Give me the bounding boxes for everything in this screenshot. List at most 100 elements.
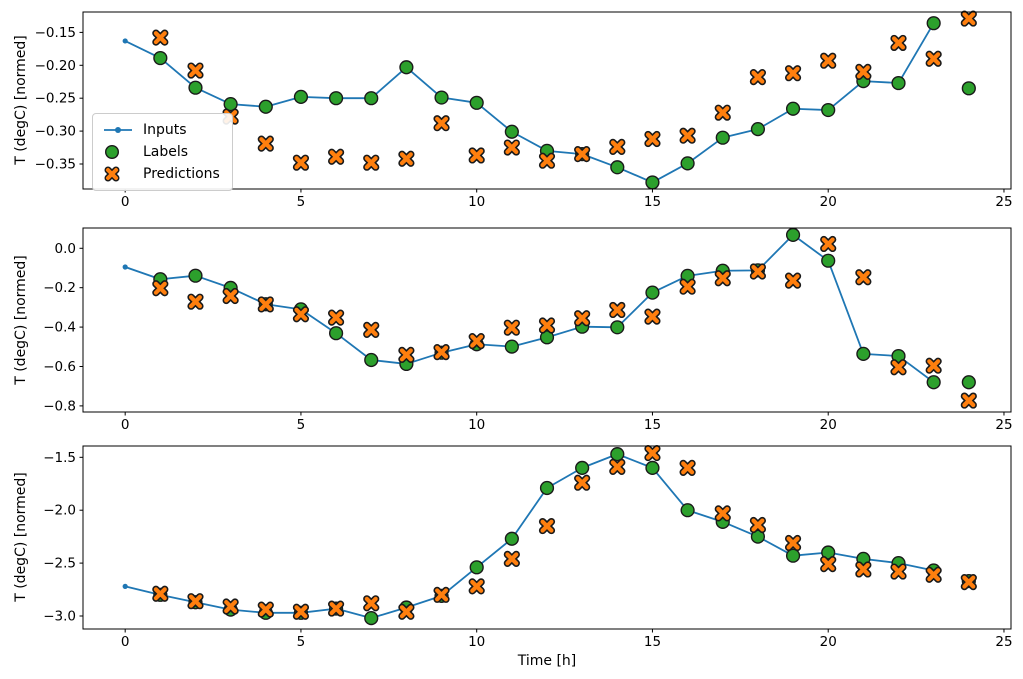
x-tick-label: 5 — [297, 417, 306, 433]
prediction-point — [153, 281, 167, 295]
y-tick-label: −0.35 — [35, 156, 76, 172]
prediction-point — [505, 141, 519, 155]
x-tick-label: 10 — [468, 194, 485, 210]
prediction-point — [470, 148, 484, 162]
input-point — [122, 264, 128, 270]
label-point — [328, 326, 344, 341]
prediction-point — [645, 310, 659, 324]
label-point — [364, 91, 379, 106]
inputs-line — [124, 233, 935, 383]
y-tick-label: −0.15 — [35, 25, 76, 41]
prediction-point — [681, 280, 695, 294]
label-point — [821, 253, 836, 268]
prediction-point — [329, 150, 343, 164]
prediction-point — [786, 536, 800, 550]
prediction-point — [892, 565, 906, 579]
prediction-point — [540, 519, 554, 533]
y-tick-label: −3.0 — [43, 608, 76, 624]
prediction-point — [786, 66, 800, 80]
x-tick-label: 20 — [820, 417, 837, 433]
label-point — [328, 91, 344, 106]
subplot-3: 0 5 10 15 20 25 −1.5 −2.0 −2.5 −3.0 — [43, 444, 1013, 650]
legend-label-labels: Labels — [143, 144, 189, 160]
prediction-point — [259, 137, 273, 151]
label-point — [785, 548, 801, 563]
prediction-point — [610, 140, 624, 154]
y-tick-label: −2.5 — [43, 556, 76, 572]
prediction-point — [751, 70, 765, 84]
label-point — [469, 560, 484, 575]
prediction-point — [364, 596, 378, 610]
prediction-point — [927, 359, 941, 373]
y-tick-label: −0.8 — [43, 398, 76, 414]
label-point — [504, 531, 519, 546]
label-point — [539, 330, 555, 345]
legend-item-labels: Labels — [103, 144, 220, 160]
prediction-point — [399, 605, 413, 619]
series-inputs — [122, 20, 937, 186]
x-tick-label: 0 — [121, 634, 130, 650]
prediction-point — [505, 321, 519, 335]
prediction-point — [681, 461, 695, 475]
prediction-point — [364, 156, 378, 170]
x-tick-label: 10 — [468, 634, 485, 650]
label-point — [926, 375, 941, 390]
prediction-point — [575, 476, 589, 490]
label-point — [680, 503, 695, 518]
prediction-point — [153, 31, 167, 45]
label-point — [293, 89, 309, 104]
legend-item-predictions: Predictions — [103, 166, 220, 182]
label-point — [961, 375, 976, 390]
prediction-point — [610, 460, 624, 474]
prediction-point — [645, 132, 659, 146]
y-tick-label: 0.0 — [55, 241, 76, 257]
prediction-point — [716, 271, 730, 285]
label-point — [504, 124, 519, 139]
label-point — [539, 480, 555, 496]
inputs-line — [124, 22, 935, 184]
series-predictions — [152, 235, 977, 409]
x-tick-label: 10 — [468, 417, 485, 433]
label-point — [785, 227, 801, 242]
prediction-point — [188, 295, 202, 309]
prediction-point — [927, 52, 941, 66]
x-axis-label: Time [h] — [517, 653, 577, 669]
label-point — [399, 60, 414, 75]
label-point — [188, 268, 203, 283]
prediction-point — [153, 587, 167, 601]
prediction-point — [259, 297, 273, 311]
axes-frame — [82, 445, 1012, 630]
prediction-point — [610, 303, 624, 317]
x-tick-label: 20 — [820, 194, 837, 210]
prediction-point — [435, 116, 449, 130]
axes-frame — [82, 227, 1012, 413]
label-point — [785, 101, 801, 116]
series-labels — [153, 16, 976, 190]
y-tick-label: −0.30 — [35, 124, 76, 140]
x-tick-label: 0 — [121, 417, 130, 433]
label-point — [645, 175, 660, 190]
y-axis-label-subplot-1: T (degC) [normed] — [13, 35, 29, 165]
axes-frame — [82, 11, 1012, 190]
prediction-point — [435, 345, 449, 359]
prediction-point — [821, 54, 835, 68]
label-point — [434, 90, 449, 105]
prediction-point — [329, 602, 343, 616]
x-tick-label: 15 — [644, 417, 661, 433]
series-labels — [153, 227, 976, 390]
prediction-point — [294, 156, 308, 170]
label-point — [821, 545, 836, 560]
y-tick-label: −0.25 — [35, 91, 76, 107]
y-tick-label: −0.6 — [43, 359, 76, 375]
label-point — [223, 97, 238, 112]
labels-circle-icon — [104, 144, 120, 160]
series-predictions — [152, 10, 977, 171]
label-point — [610, 447, 625, 462]
series-predictions — [152, 444, 977, 620]
y-tick-label: −1.5 — [43, 450, 76, 466]
subplot-2: 0 5 10 15 20 25 0.0 −0.2 −0.4 −0.6 −0.8 — [43, 227, 1013, 433]
prediction-point — [575, 147, 589, 161]
prediction-point — [540, 154, 554, 168]
label-point — [750, 529, 766, 544]
